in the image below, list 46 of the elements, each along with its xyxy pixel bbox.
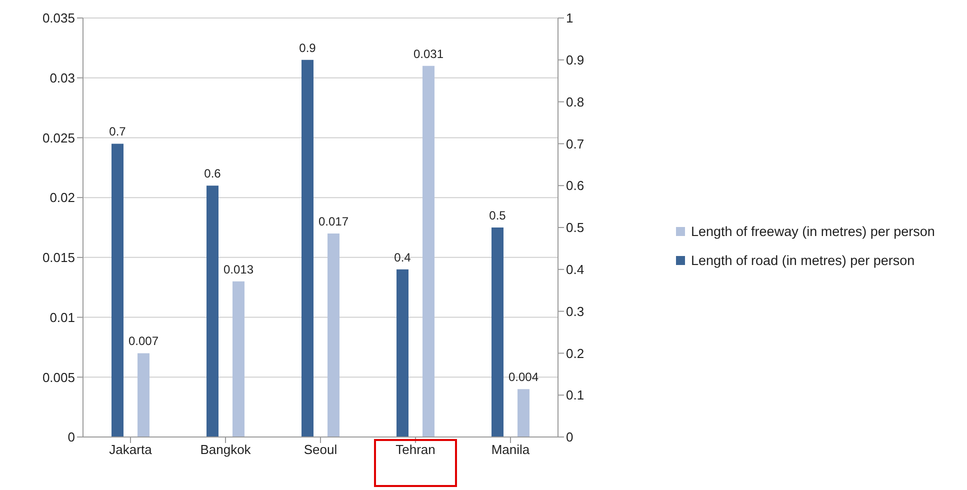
y-tick-label: 0.025 [42, 130, 75, 146]
y2-tick-label: 0 [566, 430, 574, 445]
x-tick-label: Bangkok [200, 442, 252, 458]
data-label: 0.6 [204, 166, 222, 181]
y-tick-label: 0.02 [50, 190, 75, 206]
bar [492, 228, 504, 437]
legend-label: Length of road (in metres) per person [691, 252, 915, 268]
data-label: 0.5 [489, 208, 506, 222]
y2-tick-label: 1 [566, 10, 574, 26]
y2-tick-label: 0.3 [566, 304, 584, 319]
bar [518, 389, 530, 437]
y2-tick-label: 0.4 [566, 262, 584, 278]
bar [302, 60, 314, 437]
y-tick-label: 0.005 [42, 370, 75, 385]
data-label: 0.9 [299, 40, 316, 55]
y2-tick-label: 0.7 [566, 136, 584, 152]
bar [328, 233, 340, 437]
x-tick-label: Manila [491, 442, 530, 458]
y2-tick-label: 0.5 [566, 220, 584, 236]
bar [422, 66, 434, 437]
x-tick-label: Seoul [304, 442, 338, 458]
data-label: 0.004 [508, 370, 539, 384]
bar [232, 281, 244, 437]
legend-label: Length of freeway (in metres) per person [691, 224, 935, 238]
y2-tick-label: 0.6 [566, 178, 584, 194]
y-tick-label: 0.035 [42, 10, 75, 26]
y2-tick-label: 0.9 [566, 52, 584, 68]
bar [396, 269, 408, 437]
y2-tick-label: 0.8 [566, 94, 584, 110]
y2-tick-label: 0.2 [566, 346, 584, 361]
bar [112, 144, 124, 437]
data-label: 0.4 [394, 250, 412, 264]
bar [138, 353, 150, 437]
y2-tick-label: 0.1 [566, 388, 584, 403]
x-tick-label: Jakarta [109, 442, 153, 458]
y-tick-label: 0 [68, 430, 75, 445]
data-label: 0.7 [109, 124, 126, 139]
data-label: 0.013 [223, 262, 254, 276]
bar [206, 186, 218, 437]
data-label: 0.007 [128, 334, 159, 348]
y-tick-label: 0.015 [42, 250, 75, 266]
y-tick-label: 0.01 [50, 310, 75, 325]
x-tick-label: Tehran [396, 442, 436, 458]
data-label: 0.031 [413, 46, 444, 61]
y-tick-label: 0.03 [50, 70, 75, 86]
data-label: 0.017 [318, 214, 349, 228]
